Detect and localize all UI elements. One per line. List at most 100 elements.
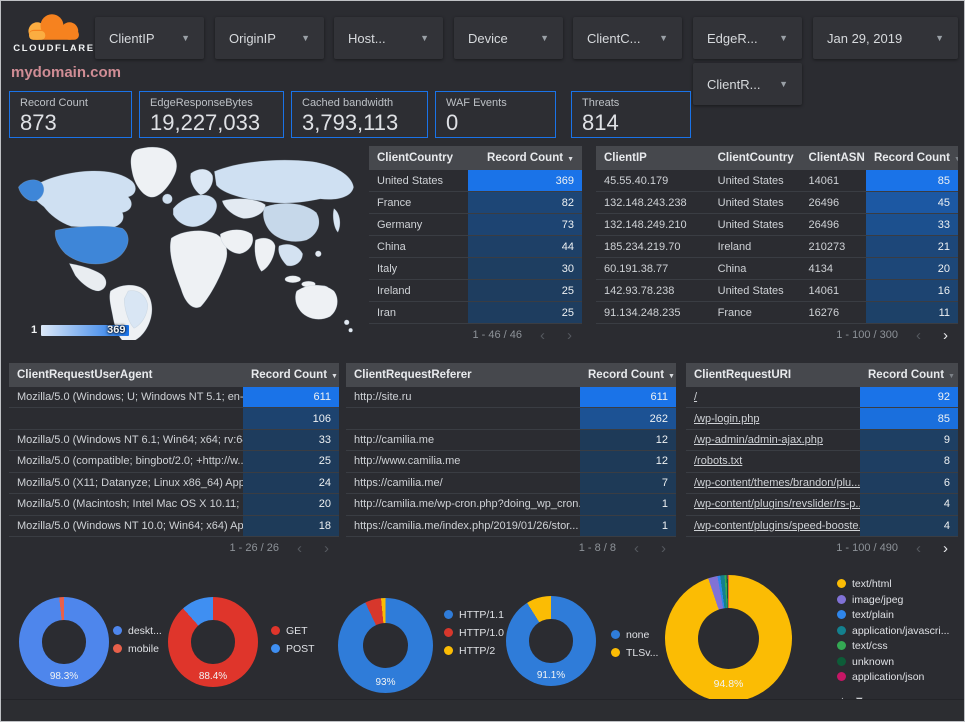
table-pagination: 1 - 8 / 8 ‹ › xyxy=(346,537,676,559)
previous-page-icon[interactable]: ‹ xyxy=(916,326,921,344)
table-row: Mozilla/5.0 (Windows NT 6.1; Win64; x64;… xyxy=(9,429,339,452)
method-donut: 88.4% xyxy=(168,597,258,687)
column-header[interactable]: Record Count▼ xyxy=(866,152,958,164)
table-row: Mozilla/5.0 (X11; Datanyze; Linux x86_64… xyxy=(9,472,339,495)
table-row: 91.134.248.235 France 16276 11 xyxy=(596,302,958,324)
legend-item: deskt... xyxy=(113,625,162,637)
previous-page-icon[interactable]: ‹ xyxy=(297,539,302,557)
table-cell: 132.148.243.238 xyxy=(604,196,687,209)
record-count-cell: 25 xyxy=(243,451,339,472)
column-header[interactable]: Record Count▼ xyxy=(868,369,955,381)
table-row: 262 xyxy=(346,408,676,430)
filter-chip-originip[interactable]: OriginIP ▼ xyxy=(215,17,324,59)
legend-label: HTTP/2 xyxy=(459,645,496,657)
legend-item: text/css xyxy=(837,640,949,652)
legend-dot-icon xyxy=(837,594,846,604)
table-row: /wp-admin/admin-ajax.php 9 xyxy=(686,429,958,452)
record-count-cell: 45 xyxy=(865,192,958,213)
logo-wordmark: CLOUDFLARE xyxy=(13,43,95,54)
filter-chip-clientc[interactable]: ClientC... ▼ xyxy=(573,17,682,59)
table-row: http://www.camilia.me 12 xyxy=(346,451,676,473)
uri-link-cell[interactable]: /wp-content/plugins/revslider/rs-p... xyxy=(694,498,860,511)
table-row: 142.93.78.238 United States 14061 16 xyxy=(596,280,958,302)
column-header[interactable]: ClientIP xyxy=(604,152,647,164)
uri-link-cell[interactable]: /wp-content/themes/brandon/plu... xyxy=(694,476,860,489)
chevron-down-icon: ▼ xyxy=(779,33,788,43)
table-cell: United States xyxy=(377,174,444,187)
record-count-cell: 20 xyxy=(243,494,339,515)
chevron-down-icon: ▼ xyxy=(659,33,668,43)
uri-link-cell[interactable]: /wp-login.php xyxy=(694,412,760,425)
record-count-cell: 24 xyxy=(243,472,339,494)
legend-item: text/plain xyxy=(837,609,949,621)
filter-chip-clientip[interactable]: ClientIP ▼ xyxy=(95,17,204,59)
column-header[interactable]: Record Count▼ xyxy=(588,369,675,381)
column-header[interactable]: ClientASN xyxy=(808,152,865,164)
legend-dot-icon xyxy=(271,626,280,635)
table-header-row: ClientCountry Record Count ▼ xyxy=(369,146,582,170)
uri-link-cell[interactable]: /wp-admin/admin-ajax.php xyxy=(694,434,824,447)
sort-descending-icon[interactable]: ▼ xyxy=(567,156,574,163)
donut-percent-label: 91.1% xyxy=(536,670,566,681)
column-header[interactable]: Record Count▼ xyxy=(251,369,338,381)
legend-label: text/html xyxy=(852,578,892,590)
sort-descending-icon[interactable]: ▼ xyxy=(668,373,675,380)
column-header[interactable]: ClientCountry xyxy=(377,152,454,164)
sort-descending-icon[interactable]: ▼ xyxy=(948,373,955,380)
table-cell: 185.234.219.70 xyxy=(604,240,681,253)
scorecard-value: 19,227,033 xyxy=(150,110,261,135)
next-page-icon[interactable]: › xyxy=(943,326,948,344)
table-cell: 210273 xyxy=(808,240,846,253)
table-cell: United States xyxy=(717,174,784,187)
device-type-donut: 98.3% xyxy=(19,597,109,687)
uri-link-cell[interactable]: /robots.txt xyxy=(694,455,743,468)
column-header[interactable]: ClientRequestReferer xyxy=(354,369,472,381)
record-count-cell: 8 xyxy=(860,451,958,472)
legend-label: text/plain xyxy=(852,609,895,621)
content-type-legend: text/html image/jpeg text/plain application… xyxy=(837,578,949,707)
pagination-range-label: 1 - 46 / 46 xyxy=(472,329,522,341)
column-header[interactable]: ClientCountry xyxy=(717,152,794,164)
next-page-icon[interactable]: › xyxy=(943,539,948,557)
cloudflare-logo: CLOUDFLARE xyxy=(11,9,97,59)
record-count-cell: 106 xyxy=(243,408,339,429)
filter-chip-edger[interactable]: EdgeR... ▼ xyxy=(693,17,802,59)
filter-chip-clientrequest[interactable]: ClientR... ▼ xyxy=(693,63,802,105)
table-header-row: ClientRequestURI Record Count ▼ xyxy=(686,363,958,387)
sort-descending-icon[interactable]: ▼ xyxy=(954,156,958,163)
chevron-down-icon: ▼ xyxy=(301,33,310,43)
filter-chip-device[interactable]: Device ▼ xyxy=(454,17,563,59)
column-header[interactable]: ClientRequestURI xyxy=(694,369,792,381)
table-cell: United States xyxy=(717,196,784,209)
legend-item: HTTP/2 xyxy=(444,645,505,657)
next-page-icon[interactable]: › xyxy=(324,539,329,557)
column-header[interactable]: Record Count▼ xyxy=(487,152,574,164)
next-page-icon[interactable]: › xyxy=(661,539,666,557)
table-row: 132.148.243.238 United States 26496 45 xyxy=(596,192,958,214)
record-count-cell: 4 xyxy=(860,494,958,515)
sort-descending-icon[interactable]: ▼ xyxy=(331,373,338,380)
table-cell: Ireland xyxy=(717,240,752,253)
previous-page-icon[interactable]: ‹ xyxy=(916,539,921,557)
next-page-icon[interactable]: › xyxy=(567,326,572,344)
uri-link-cell[interactable]: / xyxy=(694,391,698,404)
legend-item: image/jpeg xyxy=(837,594,949,606)
table-cell: 60.191.38.77 xyxy=(604,262,669,275)
legend-label: TLSv... xyxy=(626,647,659,659)
previous-page-icon[interactable]: ‹ xyxy=(540,326,545,344)
record-count-cell: 4 xyxy=(860,515,958,536)
record-count-cell: 11 xyxy=(865,302,958,323)
previous-page-icon[interactable]: ‹ xyxy=(634,539,639,557)
scorecard-value: 3,793,113 xyxy=(302,110,399,135)
table-row: 106 xyxy=(9,408,339,430)
filter-chip-host[interactable]: Host... ▼ xyxy=(334,17,443,59)
record-count-cell: 20 xyxy=(865,258,958,279)
uri-link-cell[interactable]: /wp-content/plugins/speed-booste... xyxy=(694,519,860,532)
date-range-picker[interactable]: Jan 29, 2019 ▼ xyxy=(813,17,958,59)
table-cell: 26496 xyxy=(808,196,840,209)
record-count-cell: 85 xyxy=(865,170,958,191)
record-count-cell: 6 xyxy=(860,472,958,494)
column-header[interactable]: ClientRequestUserAgent xyxy=(17,369,153,381)
record-count-cell: 9 xyxy=(860,429,958,451)
legend-dot-icon xyxy=(837,656,846,666)
